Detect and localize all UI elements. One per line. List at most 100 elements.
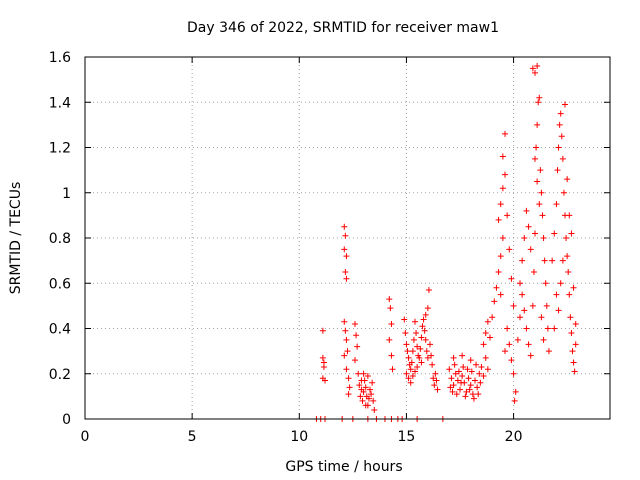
data-point: [532, 69, 538, 76]
data-point: [497, 291, 504, 298]
data-point: [341, 223, 348, 230]
data-point: [519, 291, 526, 298]
data-point: [458, 379, 465, 386]
data-point: [467, 357, 474, 364]
data-point: [450, 354, 457, 361]
data-point: [563, 235, 570, 241]
data-point: [432, 370, 439, 377]
data-point: [555, 144, 562, 151]
ticks: 0 5 10 15 20 0 0.2 0.4 0.6 0.8 1 1.2 1.4 1.6: [49, 50, 610, 445]
data-point: [465, 375, 472, 382]
x-tick-label: 5: [188, 429, 197, 445]
data-point: [386, 296, 393, 303]
data-point: [370, 397, 377, 404]
data-point: [530, 268, 537, 275]
data-point: [527, 352, 534, 359]
data-point: [417, 345, 424, 352]
y-tick-label: 1: [62, 186, 71, 202]
data-point: [533, 144, 540, 151]
data-point: [367, 386, 373, 393]
data-point: [472, 377, 478, 384]
data-point: [356, 382, 363, 389]
data-point: [459, 373, 466, 380]
data-point: [525, 341, 532, 348]
data-point: [504, 325, 511, 332]
data-point: [389, 366, 396, 373]
data-point: [540, 235, 547, 241]
y-tick-label: 0.6: [49, 276, 71, 292]
data-point: [537, 167, 544, 174]
data-point: [482, 330, 489, 337]
x-tick-label: 15: [398, 429, 416, 445]
y-tick-label: 0: [62, 412, 71, 428]
data-point: [413, 330, 420, 337]
data-point: [491, 298, 498, 305]
data-point: [514, 336, 521, 343]
data-point: [414, 343, 421, 350]
x-tick-label: 0: [81, 429, 90, 445]
grid: [85, 57, 610, 419]
data-point: [412, 368, 418, 375]
data-point: [559, 155, 566, 162]
data-point: [511, 397, 518, 404]
data-point: [345, 391, 352, 398]
data-point: [369, 379, 376, 386]
data-point: [539, 212, 546, 219]
data-point: [343, 336, 350, 343]
data-point: [404, 348, 411, 355]
plot-frame: [84, 56, 611, 420]
data-point: [544, 325, 551, 332]
data-points: [313, 63, 579, 422]
data-point: [401, 316, 408, 323]
data-point: [362, 402, 369, 409]
data-point: [536, 201, 543, 208]
data-point: [434, 386, 441, 393]
data-point: [459, 352, 466, 359]
x-tick-label: 10: [290, 429, 308, 445]
data-point: [519, 257, 526, 264]
data-point: [534, 63, 541, 70]
data-point: [469, 391, 476, 398]
data-point: [425, 287, 432, 294]
data-point: [532, 230, 538, 237]
data-point: [536, 94, 543, 101]
data-point: [414, 363, 421, 370]
data-point: [565, 268, 572, 275]
data-point: [403, 341, 410, 348]
data-point: [571, 368, 578, 375]
data-point: [555, 307, 562, 314]
data-point: [476, 370, 483, 377]
data-point: [543, 302, 550, 309]
data-point: [422, 336, 429, 343]
data-point: [553, 201, 560, 208]
data-point: [420, 316, 427, 323]
data-point: [497, 201, 504, 208]
data-point: [553, 291, 560, 298]
data-point: [464, 366, 471, 373]
data-point: [489, 314, 496, 321]
data-point: [487, 334, 493, 341]
data-point: [468, 368, 475, 375]
y-tick-label: 1.4: [49, 95, 71, 111]
data-point: [466, 386, 473, 393]
data-point: [540, 336, 547, 343]
data-point: [517, 314, 523, 321]
data-point: [551, 325, 558, 332]
data-point: [569, 348, 576, 355]
data-point: [551, 230, 558, 237]
data-point: [470, 395, 477, 402]
data-point: [499, 153, 506, 160]
data-point: [421, 327, 428, 334]
data-point: [454, 377, 461, 384]
data-point: [346, 384, 353, 391]
data-point: [510, 302, 517, 309]
data-point: [450, 382, 457, 389]
data-point: [320, 363, 327, 370]
data-point: [473, 361, 480, 368]
data-point: [360, 370, 367, 377]
y-tick-label: 0.8: [49, 231, 71, 247]
data-point: [341, 352, 348, 359]
data-point: [452, 370, 459, 377]
data-point: [402, 330, 409, 337]
data-point: [538, 314, 545, 321]
